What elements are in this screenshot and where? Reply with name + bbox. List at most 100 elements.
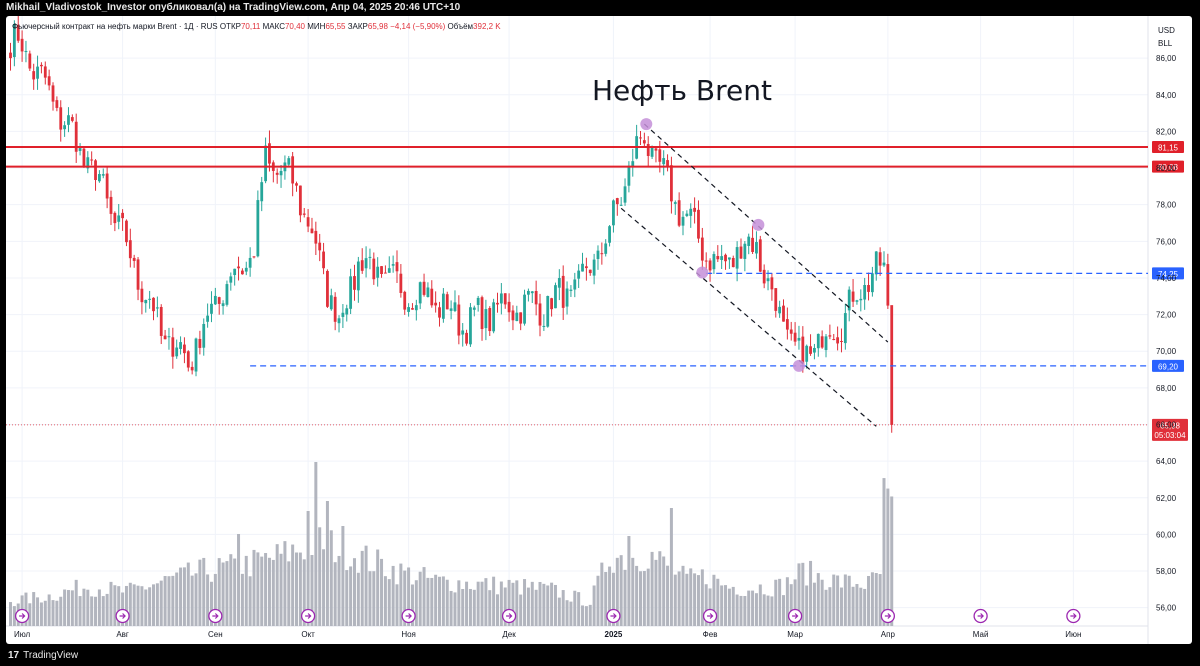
volume-bar <box>573 590 577 626</box>
volume-bar <box>778 578 782 626</box>
volume-bar <box>233 558 237 626</box>
candle-body <box>353 276 356 290</box>
volume-bar <box>295 552 299 626</box>
y-tick-label: 58,00 <box>1156 567 1177 576</box>
candle-body <box>484 309 488 329</box>
volume-bar <box>828 587 832 626</box>
publisher-bar: Mikhail_Vladivostok_Investor опубликовал… <box>6 2 461 13</box>
chart-panel[interactable]: 81,15 80,08 74,25 69,20 65,98 05:03:04 86,00 84… <box>6 16 1192 644</box>
volume-bar <box>677 571 681 626</box>
candle-body <box>125 220 128 243</box>
volume-bar <box>534 589 538 626</box>
volume-bar <box>700 569 704 626</box>
candle-body <box>758 239 762 272</box>
y-tick-label: 72,00 <box>1156 311 1177 320</box>
volume-bar <box>457 580 461 626</box>
candle-body <box>213 295 217 305</box>
volume-bar <box>696 575 700 626</box>
level-badge-label: 69,20 <box>1158 362 1179 371</box>
volume-bar <box>789 584 793 626</box>
volume-bar <box>78 596 82 626</box>
volume-bar <box>770 596 774 626</box>
volume-bar <box>267 557 271 626</box>
candle-body <box>708 260 712 271</box>
candle-body <box>789 329 793 334</box>
candle-body <box>797 337 801 341</box>
volume-bar <box>306 511 310 626</box>
candle-body <box>735 247 739 269</box>
candle-body <box>101 174 105 176</box>
candle-body <box>256 200 260 257</box>
candle-body <box>828 335 832 337</box>
event-arrow-icon <box>707 613 714 619</box>
volume-bar <box>32 592 36 626</box>
candle-body <box>863 285 867 300</box>
candle-body <box>47 76 51 86</box>
candle-body <box>82 148 86 166</box>
volume-bar <box>248 576 252 626</box>
volume-bar <box>12 606 16 626</box>
volume-bar <box>553 584 557 626</box>
candle-body <box>685 213 689 217</box>
candle-body <box>51 85 55 102</box>
pivot-marker <box>696 266 709 279</box>
volume-label: Объём <box>447 22 474 31</box>
candle-body <box>619 204 623 206</box>
y-tick-label: 68,00 <box>1156 384 1177 393</box>
change-value: −4,14 (−5,90%) <box>390 22 446 31</box>
candle-body <box>152 297 155 312</box>
volume-bar <box>426 577 430 626</box>
chart-canvas[interactable]: 81,1580,0874,2569,2065,9805:03:0486,0084… <box>6 16 1192 644</box>
x-tick-label: 2025 <box>605 630 623 639</box>
candle-body <box>244 267 248 272</box>
volume-bar <box>36 597 40 626</box>
candle-body <box>441 293 445 319</box>
x-tick-label: Ноя <box>401 630 416 639</box>
event-arrow-icon <box>506 613 513 619</box>
y-tick-label: 64,00 <box>1156 457 1177 466</box>
volume-bar <box>867 575 871 626</box>
volume-bar <box>704 584 708 626</box>
volume-bar <box>144 589 148 626</box>
volume-bar <box>132 584 136 626</box>
volume-bar <box>291 544 295 626</box>
candle-body <box>63 125 67 130</box>
volume-bar <box>113 585 117 626</box>
y-tick-label: 70,00 <box>1156 347 1177 356</box>
volume-bar <box>511 582 515 626</box>
volume-bar <box>870 572 874 626</box>
volume-bar <box>47 594 51 626</box>
instrument-name[interactable]: Фьючерсный контракт на нефть марки Brent… <box>12 22 218 31</box>
volume-bar <box>360 550 364 626</box>
volume-value: 392,2 K <box>473 22 501 31</box>
volume-bar <box>542 583 546 626</box>
candle-body <box>368 256 372 258</box>
x-tick-label: Июл <box>14 630 31 639</box>
volume-bar <box>727 588 731 626</box>
volume-bar <box>403 570 407 626</box>
candle-body <box>40 64 43 67</box>
candle-body <box>550 298 553 310</box>
volume-bar <box>148 587 152 626</box>
close-value: 65,98 <box>367 22 388 31</box>
candle-body <box>530 291 534 294</box>
volume-bar <box>882 478 886 626</box>
candle-body <box>302 213 306 215</box>
volume-bar <box>175 572 179 626</box>
volume-bar <box>194 573 198 626</box>
candle-body <box>847 289 851 311</box>
currency-unit[interactable]: USD BLL <box>1158 24 1175 50</box>
candle-body <box>569 289 573 291</box>
volume-bar <box>198 559 202 626</box>
volume-bar <box>418 571 422 626</box>
volume-bar <box>283 541 287 626</box>
event-arrow-icon <box>1070 613 1077 619</box>
level-badge <box>1152 160 1184 173</box>
event-arrow-icon <box>977 613 984 619</box>
candle-body <box>113 212 117 224</box>
volume-bar <box>453 592 457 626</box>
volume-bar <box>140 586 144 626</box>
volume-bar <box>159 580 163 626</box>
volume-bar <box>716 578 720 626</box>
volume-bar <box>851 586 855 626</box>
